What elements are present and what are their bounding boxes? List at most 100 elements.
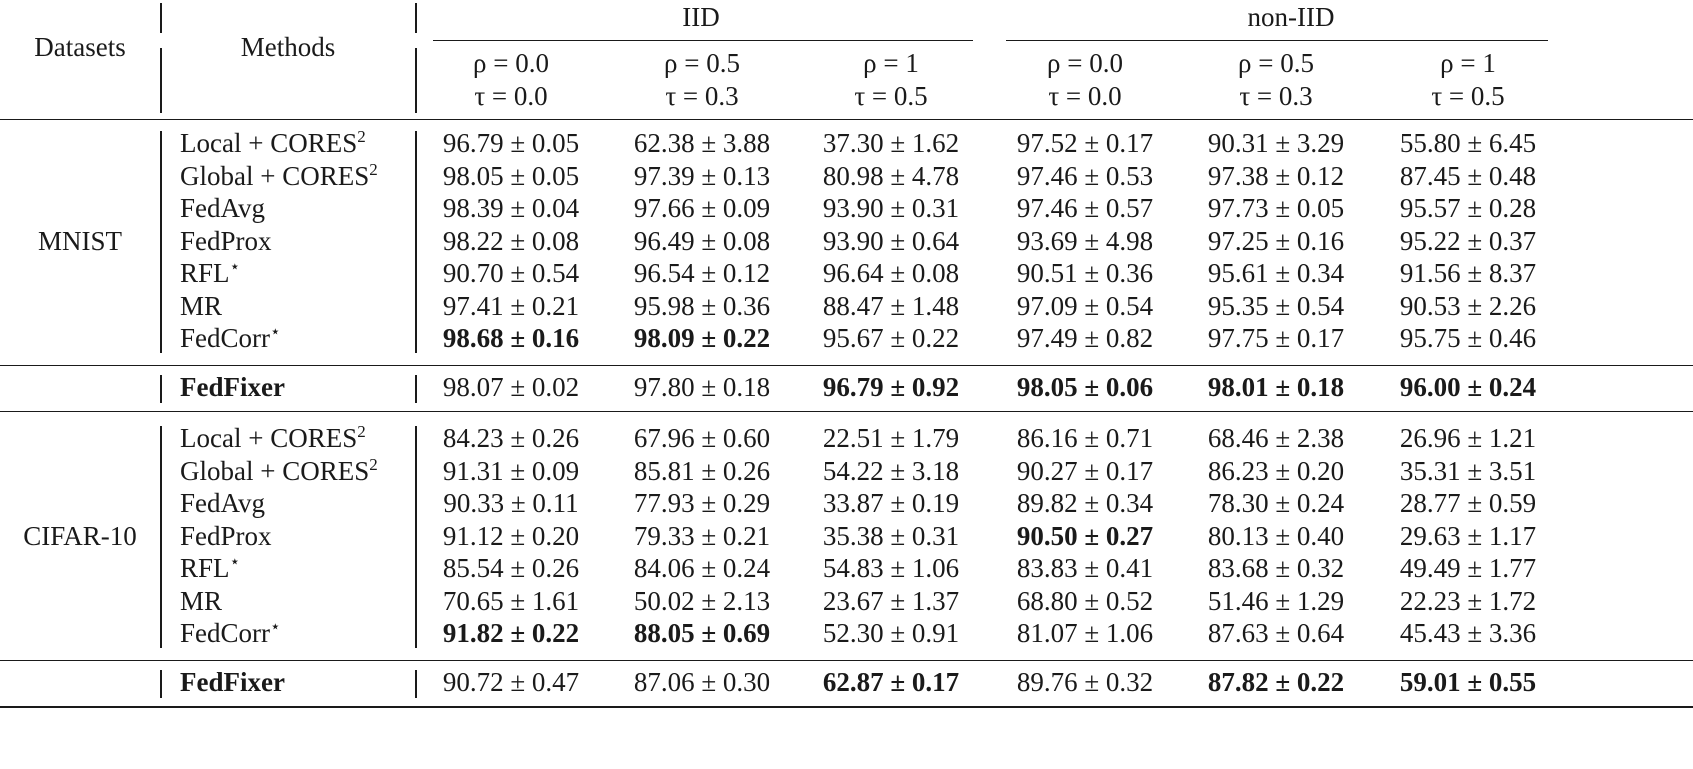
table-cell: 97.73 ± 0.05 — [1207, 193, 1345, 223]
table-cell: 77.93 ± 0.29 — [633, 488, 771, 518]
header-group-noniid: non-IID — [1247, 2, 1335, 32]
table-cell: 88.05 ± 0.69 — [633, 618, 771, 648]
table-cell: 37.30 ± 1.62 — [822, 128, 960, 158]
setting-tau: τ = 0.0 — [1048, 81, 1122, 111]
table-cell: 91.31 ± 0.09 — [442, 455, 580, 486]
midrule-header — [0, 119, 1693, 121]
table-cell: 97.66 ± 0.09 — [633, 193, 771, 223]
method-label: RFL — [180, 553, 230, 583]
method-label: FedCorr — [180, 323, 270, 353]
table-cell: 97.41 ± 0.21 — [442, 290, 580, 321]
table-cell: 98.39 ± 0.04 — [442, 193, 580, 223]
method-label: MR — [180, 290, 223, 321]
setting-rho: ρ = 0.0 — [473, 48, 549, 78]
table-cell: 85.54 ± 0.26 — [442, 553, 580, 583]
table-cell: 80.13 ± 0.40 — [1207, 520, 1345, 551]
method-superscript: 2 — [369, 454, 378, 474]
method-superscript: 2 — [369, 159, 378, 179]
table-cell: 90.70 ± 0.54 — [442, 258, 580, 288]
table-cell: 96.79 ± 0.92 — [822, 371, 960, 402]
method-name: Global + CORES2 — [180, 455, 378, 487]
table-cell: 54.83 ± 1.06 — [822, 553, 960, 583]
method-name: FedProx — [180, 520, 272, 552]
table-cell: 28.77 ± 0.59 — [1399, 488, 1537, 518]
method-name: FedCorr⋆ — [180, 322, 281, 354]
table-cell: 89.76 ± 0.32 — [1016, 666, 1154, 697]
table-cell: 97.49 ± 0.82 — [1016, 323, 1154, 353]
table-cell: 97.46 ± 0.53 — [1016, 160, 1154, 191]
method-name: FedAvg — [180, 192, 265, 224]
table-cell: 91.12 ± 0.20 — [442, 520, 580, 551]
table-cell: 97.38 ± 0.12 — [1207, 160, 1345, 191]
table-cell: 90.33 ± 0.11 — [443, 488, 579, 518]
table-cell: 83.68 ± 0.32 — [1207, 553, 1345, 583]
method-name: Global + CORES2 — [180, 160, 378, 192]
table-cell: 49.49 ± 1.77 — [1399, 553, 1537, 583]
table-cell: 52.30 ± 0.91 — [822, 618, 960, 648]
table-cell: 62.38 ± 3.88 — [633, 128, 771, 158]
method-superscript: ⋆ — [229, 257, 241, 276]
vrule-ours-right — [415, 374, 417, 403]
table-cell: 96.64 ± 0.08 — [822, 258, 960, 288]
table-cell: 90.50 ± 0.27 — [1016, 520, 1154, 551]
method-label: Global + CORES — [180, 455, 370, 486]
dataset-label: CIFAR-10 — [23, 520, 137, 551]
table-cell: 95.61 ± 0.34 — [1207, 258, 1345, 288]
table-cell: 95.98 ± 0.36 — [633, 290, 771, 321]
table-cell: 95.22 ± 0.37 — [1399, 225, 1537, 256]
table-cell: 26.96 ± 1.21 — [1399, 423, 1537, 453]
table-cell: 95.67 ± 0.22 — [822, 323, 960, 353]
vrule-ours-right — [415, 669, 417, 698]
method-label: FedAvg — [180, 193, 265, 223]
table-cell: 90.53 ± 2.26 — [1399, 290, 1537, 321]
table-cell: 29.63 ± 1.17 — [1399, 520, 1537, 551]
method-name: FedAvg — [180, 487, 265, 519]
table-cell: 98.09 ± 0.22 — [633, 323, 771, 353]
table-cell: 93.69 ± 4.98 — [1016, 225, 1154, 256]
header-datasets: Datasets — [34, 32, 126, 62]
table-cell: 50.02 ± 2.13 — [633, 585, 771, 616]
table-cell: 62.87 ± 0.17 — [822, 666, 960, 697]
table-cell: 55.80 ± 6.45 — [1399, 128, 1537, 158]
method-superscript: ⋆ — [229, 552, 241, 571]
method-name-ours: FedFixer — [180, 371, 285, 402]
table-cell: 70.65 ± 1.61 — [442, 585, 580, 616]
table-cell: 87.45 ± 0.48 — [1399, 160, 1537, 191]
table-cell: 97.46 ± 0.57 — [1016, 193, 1154, 223]
table-cell: 88.47 ± 1.48 — [822, 290, 960, 321]
method-name: FedCorr⋆ — [180, 617, 281, 649]
method-label: Local + CORES — [180, 128, 358, 158]
method-label: FedCorr — [180, 618, 270, 648]
midrule-ours — [0, 364, 1693, 366]
table-cell: 90.27 ± 0.17 — [1016, 455, 1154, 486]
table-cell: 59.01 ± 0.55 — [1399, 666, 1537, 697]
table-cell: 96.54 ± 0.12 — [633, 258, 771, 288]
setting-tau: τ = 0.3 — [1239, 81, 1313, 111]
table-cell: 96.00 ± 0.24 — [1399, 371, 1537, 402]
setting-rho: ρ = 0.0 — [1047, 48, 1123, 78]
table-cell: 93.90 ± 0.64 — [822, 225, 960, 256]
table-cell: 97.75 ± 0.17 — [1207, 323, 1345, 353]
midrule-block — [0, 410, 1693, 412]
table-cell: 90.72 ± 0.47 — [442, 666, 580, 697]
table-cell: 83.83 ± 0.41 — [1016, 553, 1154, 583]
table-cell: 98.68 ± 0.16 — [442, 323, 580, 353]
table-cell: 97.80 ± 0.18 — [633, 371, 771, 402]
table-cell: 97.52 ± 0.17 — [1016, 128, 1154, 158]
table-cell: 95.35 ± 0.54 — [1207, 290, 1345, 321]
table-cell: 54.22 ± 3.18 — [822, 455, 960, 486]
setting-tau: τ = 0.0 — [474, 81, 548, 111]
table-cell: 45.43 ± 3.36 — [1399, 618, 1537, 648]
table-cell: 35.38 ± 0.31 — [822, 520, 960, 551]
table-cell: 97.39 ± 0.13 — [633, 160, 771, 191]
dataset-label: MNIST — [37, 225, 123, 256]
table-cell: 98.22 ± 0.08 — [442, 225, 580, 256]
setting-rho: ρ = 1 — [1440, 48, 1496, 78]
cmidrule-noniid — [1006, 40, 1548, 42]
method-label: RFL — [180, 258, 230, 288]
table-cell: 87.82 ± 0.22 — [1207, 666, 1345, 697]
cmidrule-iid — [433, 40, 973, 42]
vrule-ours-left — [160, 669, 162, 698]
method-superscript: 2 — [357, 422, 366, 441]
